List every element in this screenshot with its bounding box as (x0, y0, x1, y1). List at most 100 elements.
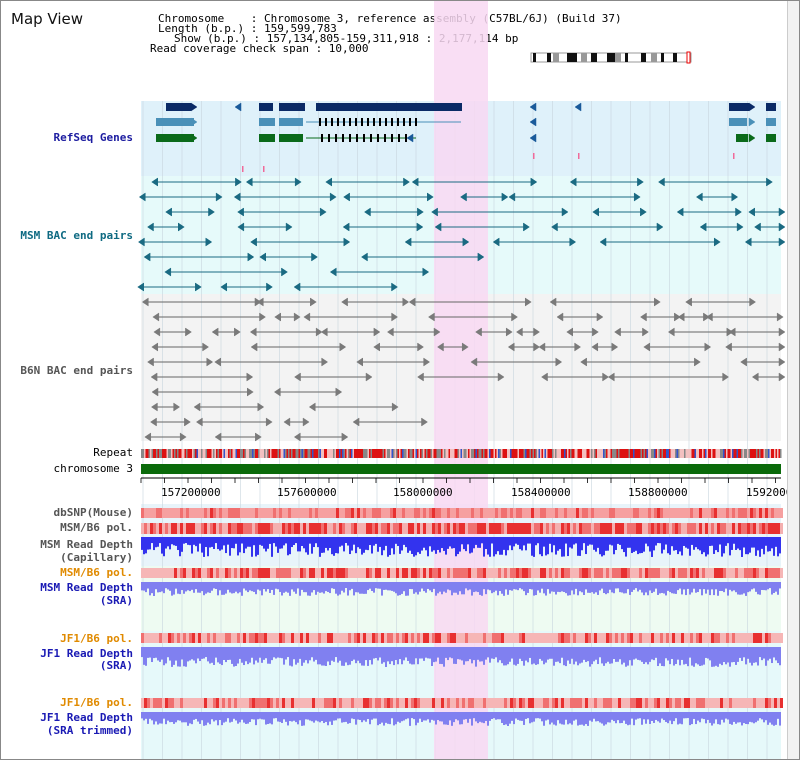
polymorphism-mark (693, 633, 696, 643)
polymorphism-mark (582, 523, 585, 534)
repeat-mark (277, 449, 279, 458)
read-depth-bar (621, 537, 623, 550)
polymorphism-mark (711, 523, 714, 534)
read-depth-bar (489, 537, 491, 557)
read-depth-bar (163, 537, 165, 557)
read-depth-bar (493, 647, 495, 659)
read-depth-bar (657, 712, 659, 722)
polymorphism-mark (396, 523, 399, 534)
read-depth-bar (189, 537, 191, 546)
polymorphism-mark (267, 698, 270, 708)
bac-end-arrow (339, 342, 347, 352)
read-depth-bar (521, 712, 523, 721)
read-depth-bar (221, 582, 223, 595)
repeat-mark (403, 449, 405, 458)
polymorphism-mark (606, 633, 609, 643)
read-depth-bar (615, 537, 617, 551)
polymorphism-mark (309, 523, 312, 534)
read-depth-bar (537, 582, 539, 591)
repeat-mark (570, 449, 572, 458)
read-depth-bar (733, 582, 735, 591)
polymorphism-mark (354, 508, 357, 518)
polymorphism-mark (333, 508, 336, 518)
repeat-mark (174, 449, 176, 458)
bac-end-arrow (508, 192, 516, 202)
polymorphism-mark (270, 508, 273, 518)
read-depth-bar (367, 647, 369, 666)
bac-end-arrow (273, 387, 281, 397)
repeat-mark (421, 449, 423, 458)
polymorphism-mark (735, 698, 738, 708)
repeat-mark (543, 449, 545, 458)
read-depth-bar (385, 582, 387, 590)
read-depth-bar (289, 582, 291, 596)
read-depth-bar (203, 647, 205, 659)
read-depth-bar (729, 537, 731, 556)
read-depth-bar (167, 582, 169, 590)
read-depth-bar (151, 582, 153, 594)
polymorphism-mark (453, 523, 456, 534)
track-label-msm-bac[interactable]: MSM BAC end pairs (20, 229, 133, 242)
polymorphism-mark (747, 698, 750, 708)
read-depth-bar (747, 582, 749, 593)
polymorphism-mark (297, 698, 300, 708)
read-depth-bar (431, 712, 433, 720)
bac-end-arrow (423, 357, 431, 367)
track-label-jf1-depth-sra[interactable]: JF1 Read Depth (40, 647, 133, 660)
track-label-msm-depth-sra[interactable]: MSM Read Depth (40, 581, 133, 594)
read-depth-bar (385, 647, 387, 667)
read-depth-bar (389, 537, 391, 556)
polymorphism-mark (582, 698, 585, 708)
polymorphism-mark (210, 508, 213, 518)
polymorphism-mark (324, 568, 327, 578)
track-label-refseq[interactable]: RefSeq Genes (53, 131, 133, 144)
read-depth-bar (209, 582, 211, 593)
read-depth-bar (241, 647, 243, 663)
polymorphism-mark (240, 568, 243, 578)
read-depth-bar (221, 712, 223, 726)
track-label-jf1-pol-1[interactable]: JF1/B6 pol. (60, 632, 133, 645)
polymorphism-mark (324, 523, 327, 534)
read-depth-bar (393, 712, 395, 726)
ideogram-band (641, 53, 646, 62)
polymorphism-mark (459, 568, 462, 578)
read-depth-bar (223, 712, 225, 723)
polymorphism-mark (570, 508, 573, 518)
vertical-scrollbar[interactable] (787, 1, 799, 759)
read-depth-bar (527, 647, 529, 663)
read-depth-bar (413, 582, 415, 594)
polymorphism-mark (450, 523, 453, 534)
read-depth-bar (559, 647, 561, 664)
track-label-msm-pol-2[interactable]: MSM/B6 pol. (60, 566, 133, 579)
polymorphism-mark (576, 508, 579, 518)
read-depth-bar (161, 712, 163, 724)
polymorphism-mark (468, 633, 471, 643)
polymorphism-mark (354, 523, 357, 534)
read-depth-bar (295, 712, 297, 723)
bac-end-arrow (674, 312, 681, 322)
read-depth-bar (345, 582, 347, 589)
polymorphism-mark (222, 698, 225, 708)
polymorphism-mark (696, 568, 699, 578)
polymorphism-mark (762, 508, 765, 518)
polymorphism-mark (369, 698, 372, 708)
track-label-b6n-bac[interactable]: B6N BAC end pairs (20, 364, 133, 377)
gene-exon-mark (356, 134, 358, 142)
track-label-jf1-depth-trim[interactable]: JF1 Read Depth (40, 711, 133, 724)
polymorphism-mark (768, 633, 771, 643)
read-depth-bar (545, 647, 547, 663)
polymorphism-mark (300, 523, 303, 534)
read-depth-bar (615, 712, 617, 724)
read-depth-bar (315, 647, 317, 660)
repeat-mark (462, 449, 464, 458)
read-depth-bar (519, 712, 521, 721)
track-label-msm-depth-cap[interactable]: MSM Read Depth (40, 538, 133, 551)
read-depth-bar (725, 582, 727, 589)
repeat-mark (664, 449, 666, 458)
track-label-jf1-pol-2[interactable]: JF1/B6 pol. (60, 696, 133, 709)
track-label-msm-pol-1[interactable]: MSM/B6 pol. (60, 521, 133, 534)
track-label-dbsnp[interactable]: dbSNP(Mouse) (53, 506, 133, 519)
polymorphism-mark (540, 508, 543, 518)
polymorphism-mark (216, 698, 219, 708)
